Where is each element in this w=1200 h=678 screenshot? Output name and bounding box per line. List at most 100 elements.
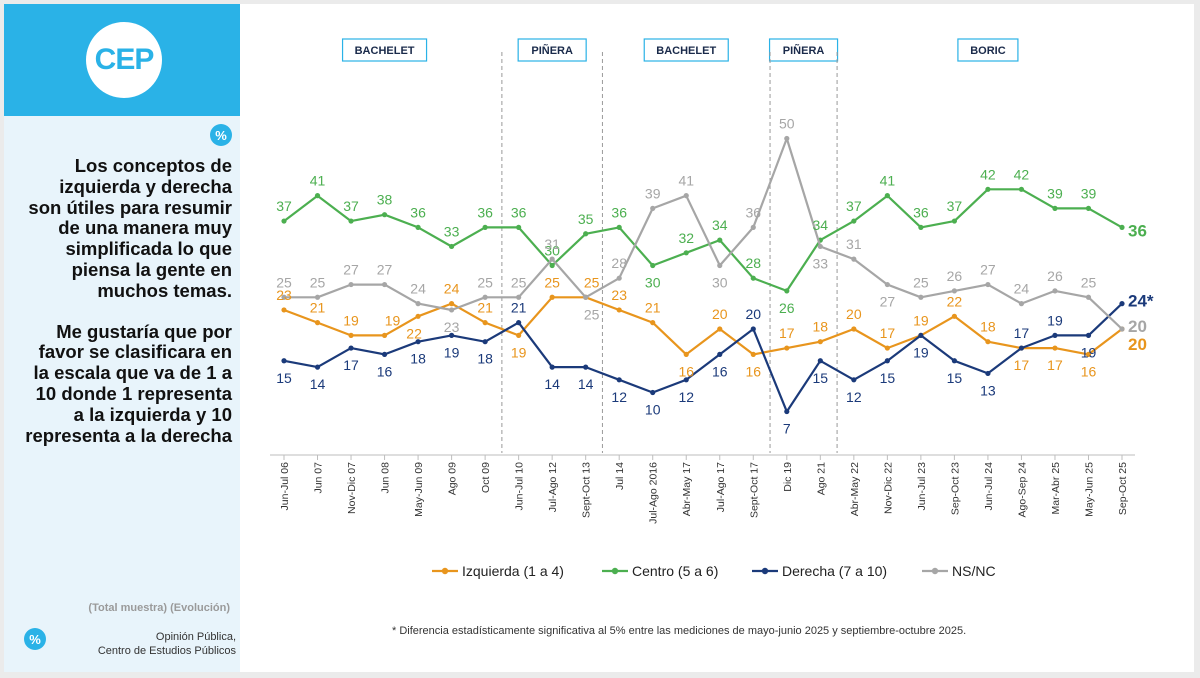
period-box <box>643 38 729 62</box>
data-label: 16 <box>745 363 761 379</box>
data-point <box>951 358 958 364</box>
data-label: 21 <box>645 300 661 316</box>
data-label: 26 <box>1047 268 1063 284</box>
data-point <box>549 294 555 300</box>
data-label: 18 <box>980 319 996 335</box>
data-point <box>750 275 756 281</box>
x-tick-label: Sept-Oct 17 <box>748 462 760 518</box>
series-line <box>283 302 1123 413</box>
data-point <box>650 320 656 326</box>
cep-logo: CEP <box>86 22 162 98</box>
period-markers: BACHELET PIÑERA BACHELET PIÑERA BORIC <box>341 38 1019 453</box>
data-label: 16 <box>678 363 694 379</box>
data-point <box>415 313 421 319</box>
data-label: 12 <box>611 389 627 405</box>
data-point <box>985 339 991 345</box>
data-point <box>1052 332 1058 338</box>
data-label: 38 <box>377 192 393 208</box>
data-label: 24 <box>1014 281 1030 297</box>
legend: Izquierda (1 a 4) Centro (5 a 6) Derecha (… <box>432 563 996 579</box>
data-point <box>314 294 321 300</box>
data-label: 32 <box>678 230 694 246</box>
data-point <box>415 339 421 345</box>
data-label: 31 <box>544 236 560 252</box>
data-point <box>314 193 321 199</box>
period-label: PIÑERA <box>783 44 825 57</box>
x-tick-label: Nov-Dic 07 <box>346 462 358 514</box>
data-point <box>516 224 522 230</box>
data-label: 22 <box>406 325 422 341</box>
x-tick-label: Sep-Oct 23 <box>949 462 961 515</box>
data-point <box>482 339 488 345</box>
legend-marker <box>611 567 619 575</box>
data-label: 19 <box>1081 344 1097 360</box>
data-point <box>851 377 857 383</box>
series-line <box>283 296 1123 356</box>
period-label: BACHELET <box>656 45 716 57</box>
data-label: 41 <box>310 173 326 189</box>
final-value-label: 20 <box>1128 335 1147 354</box>
x-tick-label: Jun-Jul 06 <box>279 462 291 511</box>
data-point <box>784 345 790 351</box>
data-label: 25 <box>544 274 560 290</box>
period-label: BORIC <box>970 45 1006 57</box>
percent-icon: % <box>210 124 232 146</box>
data-point <box>314 320 321 326</box>
period-box <box>341 38 428 62</box>
data-label: 36 <box>611 204 627 220</box>
data-point <box>415 301 421 307</box>
x-tick-label: Jun 08 <box>380 462 392 494</box>
question-paragraph-1: Los conceptos de izquierda y derecha son… <box>28 155 232 301</box>
x-tick-label: Mar-Abr 25 <box>1050 462 1062 515</box>
data-point <box>851 218 857 224</box>
data-point <box>1085 294 1092 300</box>
x-tick-label: Dic 19 <box>782 462 794 492</box>
data-label: 15 <box>880 370 896 386</box>
data-label: 34 <box>813 217 829 233</box>
data-point <box>918 224 924 230</box>
data-point <box>1018 301 1025 307</box>
x-tick-label: Abr-May 17 <box>681 462 693 516</box>
data-label: 15 <box>947 370 963 386</box>
data-label: 25 <box>310 274 326 290</box>
data-point <box>951 218 958 224</box>
data-point <box>884 193 890 199</box>
data-label: 15 <box>276 370 292 386</box>
data-point <box>281 294 287 300</box>
data-point <box>1085 205 1092 211</box>
data-point <box>348 218 354 224</box>
footnote: * Diferencia estadísticamente significat… <box>392 625 967 637</box>
legend-marker <box>931 567 939 575</box>
data-label: 10 <box>645 402 661 418</box>
x-tick-label: Oct 09 <box>480 462 492 493</box>
data-label: 19 <box>444 344 460 360</box>
data-point <box>415 224 421 230</box>
data-label: 7 <box>783 421 791 437</box>
period-label: PIÑERA <box>531 44 573 57</box>
x-tick-label: Sep-Oct 25 <box>1117 462 1129 515</box>
data-label: 42 <box>980 166 996 182</box>
data-point <box>348 332 354 338</box>
data-point <box>1085 332 1092 338</box>
data-point <box>650 205 656 211</box>
data-label: 33 <box>444 223 460 239</box>
data-label: 17 <box>1014 325 1030 341</box>
x-tick-label: May-Jun 09 <box>413 462 425 517</box>
data-label: 17 <box>779 325 795 341</box>
data-label: 33 <box>813 255 829 271</box>
data-label: 16 <box>377 363 393 379</box>
data-point <box>449 301 455 307</box>
data-label: 36 <box>410 204 426 220</box>
data-label: 24 <box>444 281 460 297</box>
data-point <box>784 408 790 415</box>
data-point <box>348 345 354 351</box>
data-point <box>1018 186 1025 192</box>
data-label: 12 <box>678 389 694 405</box>
data-label: 41 <box>880 173 896 189</box>
data-point <box>750 326 756 332</box>
data-point <box>683 193 689 199</box>
data-point <box>985 370 991 377</box>
data-point <box>650 262 656 269</box>
x-axis: Jun-Jul 06 Jun 07 Nov-Dic 07 Jun 08 May-Jun … <box>270 454 1135 524</box>
data-label: 14 <box>578 376 594 392</box>
